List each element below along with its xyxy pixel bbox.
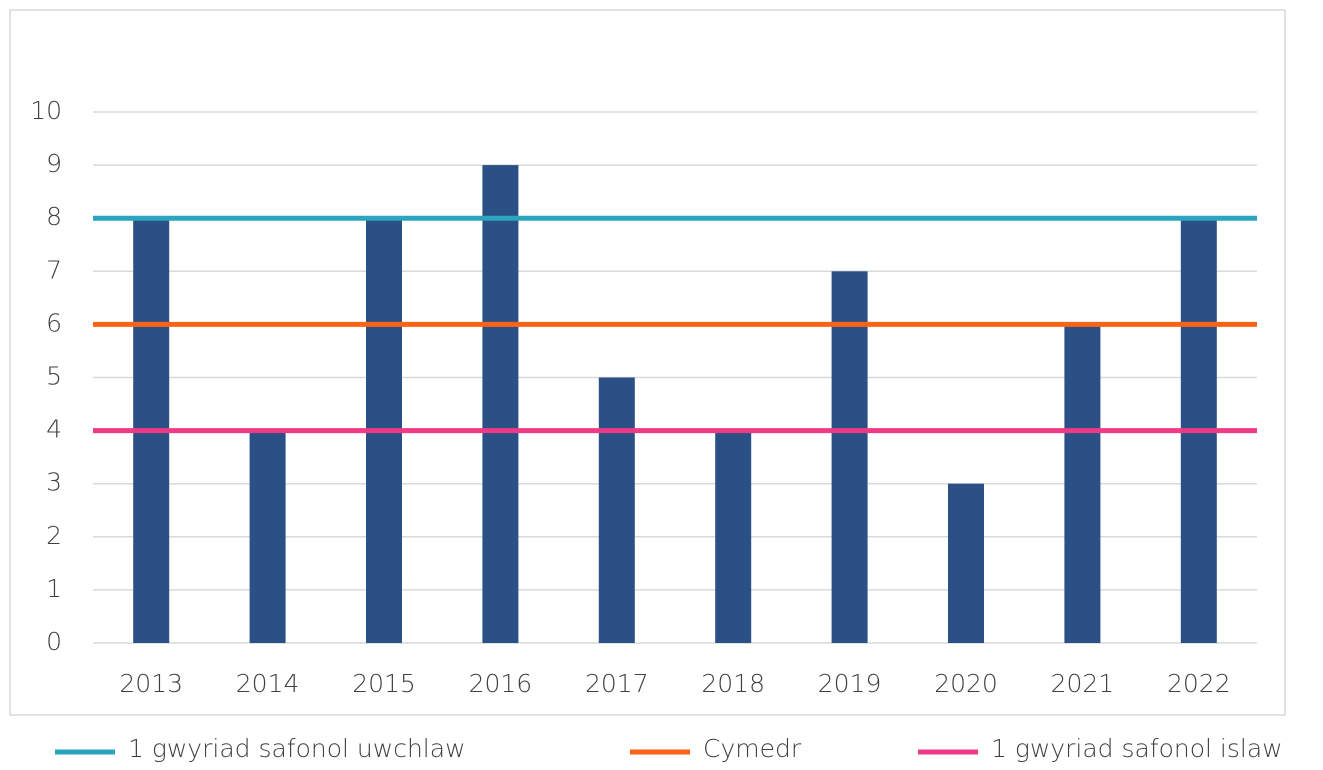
y-tick-label: 5	[46, 362, 62, 391]
y-tick-label: 0	[46, 627, 62, 656]
x-tick-label: 2016	[469, 669, 533, 698]
x-tick-label: 2020	[934, 669, 998, 698]
bar	[715, 430, 752, 643]
legend-label: 1 gwyriad safonol islaw	[991, 734, 1283, 763]
x-tick-label: 2019	[818, 669, 882, 698]
y-tick-label: 10	[30, 96, 62, 125]
bar	[482, 165, 519, 643]
x-tick-label: 2017	[585, 669, 649, 698]
x-tick-label: 2018	[701, 669, 765, 698]
y-tick-label: 1	[46, 574, 62, 603]
y-tick-label: 8	[46, 202, 62, 231]
y-tick-label: 9	[46, 149, 62, 178]
x-tick-label: 2013	[119, 669, 183, 698]
y-tick-label: 3	[46, 468, 62, 497]
y-tick-label: 2	[46, 521, 62, 550]
x-tick-label: 2022	[1167, 669, 1231, 698]
x-tick-label: 2015	[352, 669, 416, 698]
bar	[598, 377, 635, 643]
legend-label: Cymedr	[703, 734, 802, 763]
bar	[1064, 324, 1101, 643]
y-tick-label: 6	[46, 308, 62, 337]
legend-label: 1 gwyriad safonol uwchlaw	[128, 734, 466, 763]
bar	[831, 271, 868, 643]
x-tick-label: 2014	[236, 669, 300, 698]
y-tick-label: 4	[46, 415, 62, 444]
bar	[948, 483, 984, 643]
x-tick-label: 2021	[1051, 669, 1115, 698]
bar	[249, 430, 286, 643]
y-tick-label: 7	[46, 255, 62, 284]
